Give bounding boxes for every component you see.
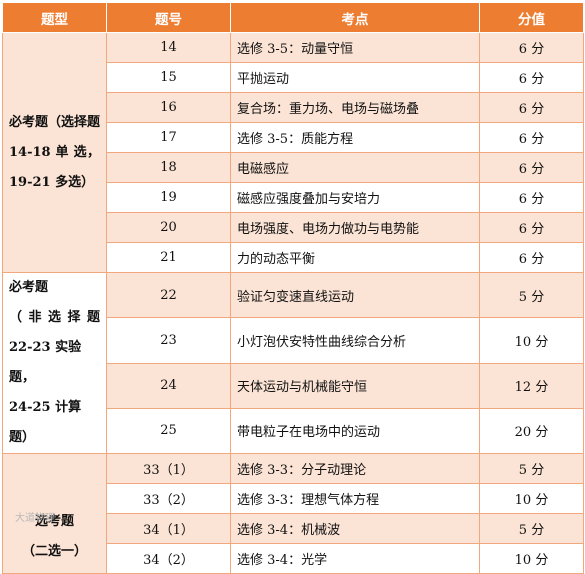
question-number: 24 bbox=[106, 362, 231, 409]
group-line: （非选择题 bbox=[9, 310, 100, 325]
table-row: 必考题 （非选择题 22-23 实验题， 24-25 计算题） 22 验证匀变速… bbox=[2, 271, 584, 454]
header-topic: 考点 bbox=[230, 2, 480, 33]
table-row: 33（2） 选修 3-3：理想气体方程 10 分 bbox=[3, 483, 584, 514]
watermark: 大道物理 bbox=[15, 513, 55, 524]
question-score: 20 分 bbox=[479, 407, 584, 455]
question-topic: 选修 3-5：动量守恒 bbox=[230, 32, 480, 63]
header-type: 题型 bbox=[2, 2, 107, 33]
question-score: 10 分 bbox=[479, 317, 584, 364]
table-row: 23 小灯泡伏安特性曲线综合分析 10 分 bbox=[3, 317, 584, 364]
group-required-nonchoice: 必考题 （非选择题 22-23 实验题， 24-25 计算题） bbox=[2, 272, 107, 454]
question-number: 15 bbox=[106, 62, 231, 93]
question-score: 6 分 bbox=[479, 62, 584, 93]
question-number: 25 bbox=[106, 407, 231, 455]
table-row: 15 平抛运动 6 分 bbox=[3, 62, 584, 93]
table-row: 19 磁感应强度叠加与安培力 6 分 bbox=[3, 182, 584, 213]
question-topic: 验证匀变速直线运动 bbox=[230, 271, 480, 319]
question-score: 5 分 bbox=[479, 453, 584, 484]
header-number: 题号 bbox=[106, 2, 231, 33]
group-line: 19-21 多选） bbox=[9, 174, 95, 190]
table-row: 24 天体运动与机械能守恒 12 分 bbox=[3, 362, 584, 409]
question-number: 21 bbox=[106, 242, 231, 273]
question-score: 5 分 bbox=[479, 513, 584, 544]
group-line: 22-23 实验题， bbox=[9, 340, 82, 385]
question-number: 22 bbox=[106, 271, 231, 319]
header-score: 分值 bbox=[479, 2, 584, 33]
question-number: 34（1） bbox=[106, 513, 231, 544]
group-line: 必考题（选择题 bbox=[9, 114, 101, 130]
question-score: 6 分 bbox=[479, 32, 584, 63]
question-topic: 选修 3-3：分子动理论 bbox=[230, 453, 480, 484]
question-topic: 天体运动与机械能守恒 bbox=[230, 362, 480, 409]
question-number: 19 bbox=[106, 182, 231, 213]
question-topic: 选修 3-3：理想气体方程 bbox=[230, 483, 480, 514]
question-number: 18 bbox=[106, 152, 231, 183]
question-number: 14 bbox=[106, 32, 231, 63]
table-row: 16 复合场：重力场、电场与磁场叠 6 分 bbox=[3, 92, 584, 123]
table-row: 17 选修 3-5：质能方程 6 分 bbox=[3, 122, 584, 153]
group-line: 14-18 单 选， bbox=[9, 144, 100, 160]
question-topic: 电磁感应 bbox=[230, 152, 480, 183]
group-required-choice: 必考题（选择题 14-18 单 选， 19-21 多选） bbox=[2, 32, 107, 273]
question-score: 6 分 bbox=[479, 152, 584, 183]
question-topic: 选修 3-4：机械波 bbox=[230, 513, 480, 544]
question-number: 33（2） bbox=[106, 483, 231, 514]
question-score: 6 分 bbox=[479, 92, 584, 123]
group-line: 必考题 bbox=[9, 280, 49, 295]
question-topic: 小灯泡伏安特性曲线综合分析 bbox=[230, 317, 480, 364]
table-row: 选考题 （二选一） 33（1） 选修 3-3：分子动理论 5 分 bbox=[2, 453, 584, 574]
question-topic: 电场强度、电场力做功与电势能 bbox=[230, 212, 480, 243]
question-score: 10 分 bbox=[479, 543, 584, 574]
question-score: 5 分 bbox=[479, 271, 584, 319]
question-number: 33（1） bbox=[106, 453, 231, 484]
header-row: 题型 题号 考点 分值 bbox=[2, 2, 584, 33]
question-topic: 平抛运动 bbox=[230, 62, 480, 93]
table-row: 必考题（选择题 14-18 单 选， 19-21 多选） 14 选修 3-5：动… bbox=[2, 32, 584, 273]
question-number: 16 bbox=[106, 92, 231, 123]
question-score: 6 分 bbox=[479, 182, 584, 213]
question-score: 10 分 bbox=[479, 483, 584, 514]
question-topic: 选修 3-4：光学 bbox=[230, 543, 480, 574]
table-row: 21 力的动态平衡 6 分 bbox=[3, 242, 584, 273]
question-score: 6 分 bbox=[479, 212, 584, 243]
question-topic: 复合场：重力场、电场与磁场叠 bbox=[230, 92, 480, 123]
question-topic: 磁感应强度叠加与安培力 bbox=[230, 182, 480, 213]
question-number: 17 bbox=[106, 122, 231, 153]
question-topic: 带电粒子在电场中的运动 bbox=[230, 407, 480, 455]
question-number: 20 bbox=[106, 212, 231, 243]
question-number: 34（2） bbox=[106, 543, 231, 574]
question-topic: 力的动态平衡 bbox=[230, 242, 480, 273]
question-score: 12 分 bbox=[479, 362, 584, 409]
group-line: 24-25 计算题） bbox=[9, 400, 82, 445]
question-score: 6 分 bbox=[479, 122, 584, 153]
question-topic: 选修 3-5：质能方程 bbox=[230, 122, 480, 153]
table-row: 25 带电粒子在电场中的运动 20 分 bbox=[3, 407, 584, 455]
group-line: 选考题 bbox=[34, 514, 74, 529]
question-number: 23 bbox=[106, 317, 231, 364]
table-row: 18 电磁感应 6 分 bbox=[3, 152, 584, 183]
question-score: 6 分 bbox=[479, 242, 584, 273]
group-line: （二选一） bbox=[21, 544, 87, 559]
